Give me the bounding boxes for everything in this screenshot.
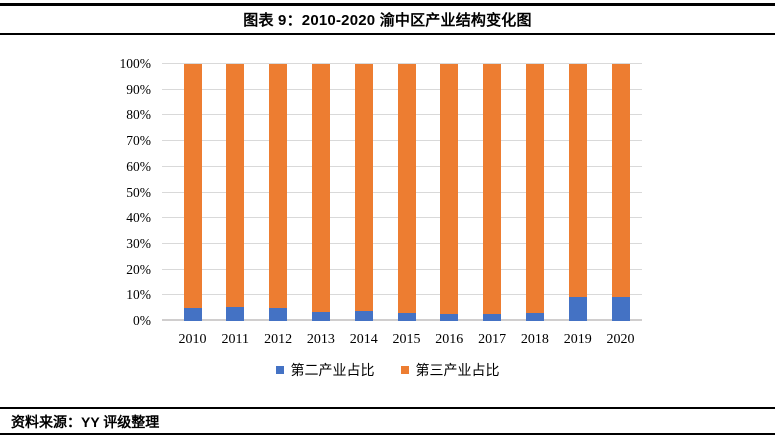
y-tick-label: 0%: [133, 313, 151, 328]
x-tick-label: 2017: [478, 332, 507, 347]
y-tick-label: 100%: [119, 56, 152, 71]
x-tick-label: 2012: [264, 332, 293, 347]
y-tick-label: 80%: [126, 107, 151, 123]
plot-area: [162, 63, 642, 321]
bar-segment-tertiary: [568, 64, 587, 297]
bar-segment-tertiary: [611, 64, 630, 297]
x-tick-label: 2018: [520, 332, 549, 347]
legend-swatch: [275, 366, 284, 374]
y-tick-label: 20%: [126, 261, 151, 277]
bar-segment-tertiary: [183, 64, 202, 308]
x-tick-label: 2013: [306, 332, 335, 347]
bar-segment-secondary: [311, 312, 330, 321]
bar-segment-secondary: [354, 311, 373, 321]
y-tick-label: 40%: [126, 210, 151, 226]
x-tick-label: 2011: [221, 332, 250, 347]
bar-segment-secondary: [611, 297, 630, 321]
y-tick-label: 70%: [126, 133, 151, 149]
bar-segment-secondary: [525, 313, 544, 321]
bar-segment-secondary: [183, 308, 202, 321]
bar-segment-tertiary: [483, 64, 502, 314]
x-axis-labels: 2010 2011 2012 2013 2014 2015 2016 2017 2018 2019…: [162, 332, 642, 350]
legend-swatch: [400, 366, 409, 374]
bar-segment-tertiary: [311, 64, 330, 312]
x-tick-label: 2014: [349, 332, 378, 347]
bar-segment-tertiary: [226, 64, 245, 307]
chart-title: 图表 9：2010-2020 渝中区产业结构变化图: [243, 11, 532, 29]
title-divider: [0, 33, 775, 35]
y-tick-label: 10%: [126, 287, 151, 303]
top-rule: [0, 3, 775, 6]
gridline: [162, 63, 642, 64]
y-tick-label: 30%: [126, 235, 151, 251]
y-tick-label: 50%: [126, 184, 151, 200]
legend-label: 第三产业占比: [415, 364, 500, 379]
bar-segment-tertiary: [269, 64, 288, 308]
bottom-rule: [0, 433, 775, 435]
y-tick-label: 90%: [126, 81, 151, 97]
y-axis-labels: 0% 10% 20% 30% 40% 50% 60% 70% 80% 90% 100%: [0, 56, 152, 328]
bar-segment-tertiary: [525, 64, 544, 313]
bar-segment-secondary: [397, 313, 416, 321]
bar-segment-tertiary: [440, 64, 459, 314]
bar-segment-secondary: [269, 308, 288, 321]
bar-segment-secondary: [568, 297, 587, 321]
chart-legend: 第二产业占比 第三产业占比: [0, 360, 775, 380]
bar-segment-tertiary: [354, 64, 373, 311]
x-tick-label: 2016: [435, 332, 464, 347]
x-tick-label: 2010: [178, 332, 207, 347]
x-tick-label: 2020: [606, 332, 635, 347]
x-tick-label: 2015: [392, 332, 421, 347]
footer-top-rule: [0, 407, 775, 409]
bar-segment-secondary: [226, 307, 245, 321]
legend-item: 第二产业占比: [275, 360, 375, 380]
bar-segment-secondary: [483, 314, 502, 321]
legend-item: 第三产业占比: [400, 360, 500, 380]
x-tick-label: 2019: [563, 332, 592, 347]
source-note: 资料来源：YY 评级整理: [11, 414, 160, 430]
bar-segment-tertiary: [397, 64, 416, 313]
bar-segment-secondary: [440, 314, 459, 321]
y-tick-label: 60%: [126, 158, 151, 174]
legend-label: 第二产业占比: [290, 364, 375, 379]
